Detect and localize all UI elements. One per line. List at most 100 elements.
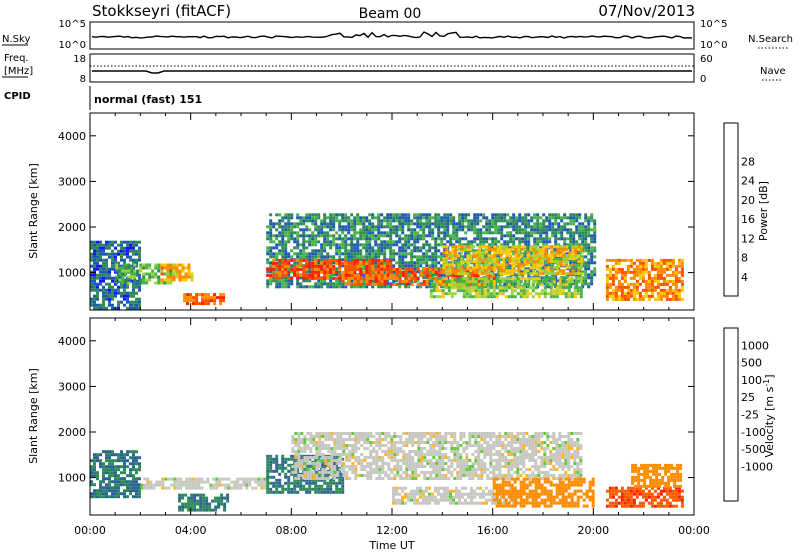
velocity-cell — [366, 474, 370, 477]
power-cell — [142, 272, 146, 276]
power-cell — [135, 306, 138, 310]
power-cell — [410, 243, 414, 247]
power-cell — [488, 243, 492, 247]
velocity-cell — [330, 468, 334, 471]
power-cell — [299, 276, 303, 280]
velocity-cell — [351, 432, 355, 435]
velocity-cell — [354, 444, 358, 447]
power-cell — [569, 213, 573, 217]
power-cell — [130, 266, 134, 270]
power-cell — [499, 248, 503, 252]
velocity-cell — [187, 499, 191, 503]
freq-unit-label: [MHz] — [4, 66, 33, 77]
power-cell — [296, 270, 300, 274]
velocity-cell — [314, 484, 318, 488]
velocity-cell — [181, 496, 185, 500]
power-cell — [623, 258, 627, 262]
power-cell — [353, 246, 357, 250]
power-cell — [407, 228, 411, 232]
power-cell — [326, 234, 330, 238]
velocity-cell — [202, 502, 206, 506]
cpid-value: normal (fast) 151 — [94, 93, 202, 106]
power-cell — [668, 264, 672, 268]
noise-panel-frame — [89, 21, 695, 50]
power-cell — [90, 300, 93, 304]
power-cell — [401, 274, 405, 277]
power-cell — [668, 297, 672, 301]
velocity-cell — [284, 487, 288, 491]
power-cell — [380, 240, 384, 244]
power-cell — [362, 237, 366, 241]
power-cell — [506, 231, 510, 235]
velocity-cell — [297, 477, 301, 480]
power-cell — [317, 225, 321, 229]
power-cell — [416, 231, 420, 235]
power-cell — [311, 216, 315, 220]
power-cell — [329, 219, 333, 223]
velocity-cell — [263, 486, 267, 490]
power-cell — [674, 273, 678, 277]
power-cell — [108, 243, 111, 247]
velocity-cell — [117, 459, 120, 463]
power-cell — [305, 264, 309, 268]
power-cell — [525, 295, 529, 299]
power-cell — [605, 294, 609, 298]
velocity-cell — [123, 456, 126, 460]
power-cell — [584, 267, 588, 271]
power-cell — [584, 273, 588, 277]
velocity-cell — [188, 477, 192, 481]
beam-title: Beam 00 — [359, 6, 422, 22]
power-cell — [341, 258, 345, 262]
power-cell — [380, 267, 384, 271]
power-cell — [551, 228, 555, 232]
power-cell — [93, 276, 96, 280]
power-cell — [124, 266, 128, 270]
velocity-cell — [93, 453, 96, 457]
power-cell — [121, 272, 125, 276]
power-cell — [556, 269, 560, 273]
freq-label: Freq. — [4, 53, 29, 64]
power-cell — [383, 258, 387, 262]
power-cell — [475, 260, 479, 264]
power-cell — [341, 237, 345, 241]
power-cell — [135, 249, 138, 253]
power-cell — [127, 269, 131, 273]
power-cell — [347, 225, 351, 229]
velocity-cell — [155, 480, 159, 484]
power-cell — [213, 302, 217, 306]
power-cell — [476, 271, 480, 274]
power-cell — [514, 260, 518, 264]
power-cell — [111, 276, 114, 280]
power-cell — [590, 249, 594, 253]
power-cell — [432, 280, 436, 284]
power-cell — [635, 273, 639, 277]
velocity-cell — [190, 505, 194, 509]
power-cell — [477, 295, 481, 299]
power-cell — [278, 219, 282, 223]
power-cell — [449, 219, 453, 223]
power-cell — [278, 252, 282, 256]
power-cell — [438, 277, 442, 281]
power-cell — [617, 288, 621, 292]
power-cell — [464, 237, 468, 241]
power-cell — [401, 271, 405, 274]
power-cell — [404, 219, 408, 223]
power-cell — [505, 248, 509, 252]
power-cell — [665, 279, 669, 283]
power-cell — [308, 252, 312, 256]
power-cell — [416, 285, 420, 289]
power-cell — [389, 240, 393, 244]
power-cell — [495, 286, 499, 290]
power-cell — [386, 268, 390, 271]
power-cell — [434, 252, 438, 256]
power-cell — [96, 291, 99, 295]
power-cell — [187, 263, 191, 267]
power-cell — [195, 293, 199, 297]
power-cell — [516, 277, 520, 281]
velocity-cell — [333, 468, 337, 471]
power-cell — [458, 261, 462, 265]
power-cell — [275, 282, 279, 286]
power-cell — [443, 249, 447, 253]
velocity-cell — [351, 471, 355, 474]
power-cell — [275, 213, 279, 217]
